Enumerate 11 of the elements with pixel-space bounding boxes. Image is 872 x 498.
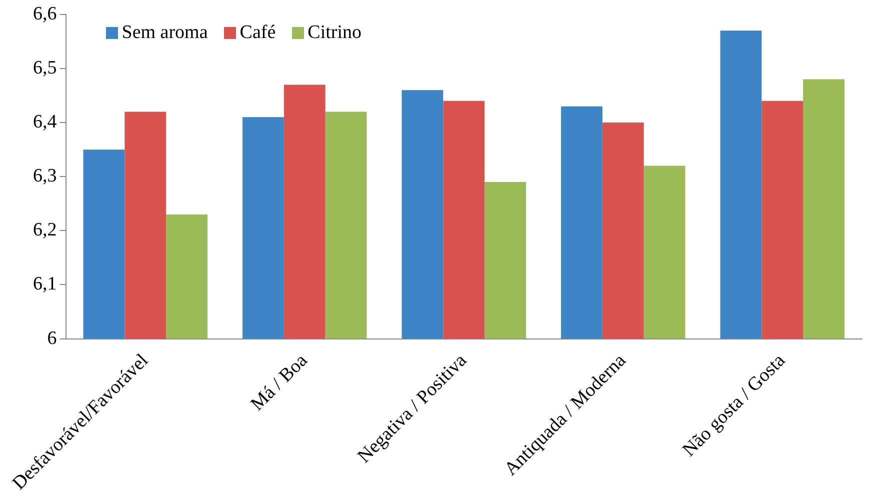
x-tick-label: Má / Boa	[246, 350, 312, 415]
y-tick-label: 6,2	[33, 220, 57, 241]
y-tick-label: 6,5	[33, 57, 57, 78]
y-tick-label: 6,4	[33, 112, 58, 133]
legend-label: Citrino	[308, 22, 362, 44]
y-tick-label: 6	[47, 328, 57, 349]
y-tick-label: 6,1	[33, 274, 57, 295]
legend-label: Sem aroma	[122, 22, 208, 44]
legend-label: Café	[240, 22, 276, 44]
y-tick-label: 6,3	[33, 166, 57, 187]
y-tick-label: 6,6	[33, 3, 57, 24]
